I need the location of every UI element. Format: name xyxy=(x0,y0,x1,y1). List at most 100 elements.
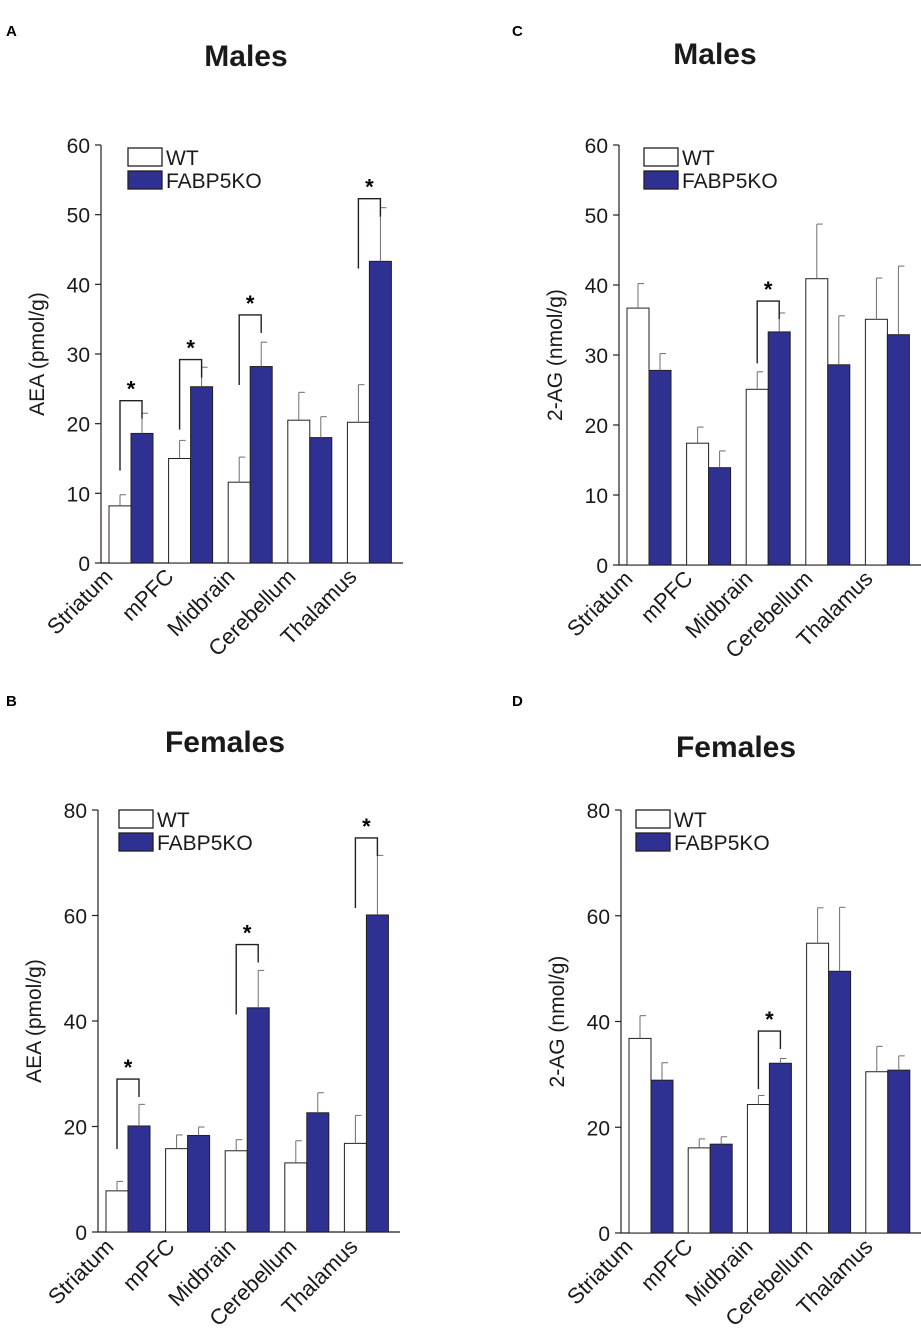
legend-label: FABP5KO xyxy=(157,832,253,855)
bar-wt xyxy=(168,458,192,564)
legend-swatch-wt xyxy=(118,809,154,829)
y-tick-label: 40 xyxy=(585,275,608,298)
bar-wt xyxy=(227,481,251,564)
legend-label: FABP5KO xyxy=(674,832,770,855)
panel-label: B xyxy=(6,693,17,710)
y-tick-label: 0 xyxy=(78,553,90,576)
chart-title: Males xyxy=(204,40,287,73)
significance-star: * xyxy=(243,921,252,946)
significance-star: * xyxy=(127,377,136,402)
legend-label: WT xyxy=(682,147,715,170)
legend-label: WT xyxy=(674,809,707,832)
bar-fabp5ko xyxy=(187,1134,211,1233)
significance-bracket xyxy=(116,1078,140,1150)
bar-wt xyxy=(626,307,650,566)
bar-fabp5ko xyxy=(306,1112,330,1233)
bar-wt xyxy=(687,1147,711,1234)
y-tick-label: 20 xyxy=(64,1117,87,1140)
significance-bracket xyxy=(357,197,382,269)
y-tick-label: 80 xyxy=(64,800,87,823)
bar-wt xyxy=(284,1162,308,1233)
legend-swatch-wt xyxy=(643,147,679,167)
x-tick-label: Striatum xyxy=(43,1234,119,1310)
bar-fabp5ko xyxy=(827,364,851,566)
bar-wt xyxy=(745,388,769,566)
chart-title: Females xyxy=(676,731,796,764)
legend-label: WT xyxy=(166,147,199,170)
y-tick-label: 60 xyxy=(64,906,87,929)
chart-title: Males xyxy=(673,38,756,71)
bar-fabp5ko xyxy=(828,970,852,1234)
chart-title: Females xyxy=(165,726,285,759)
y-tick-label: 20 xyxy=(585,415,608,438)
bar-fabp5ko xyxy=(648,369,672,566)
bar-wt xyxy=(628,1037,652,1234)
bar-fabp5ko xyxy=(190,386,214,564)
y-tick-label: 30 xyxy=(67,344,90,367)
significance-bracket xyxy=(757,1030,782,1090)
bar-fabp5ko xyxy=(309,437,333,564)
bar-fabp5ko xyxy=(767,331,791,566)
panel-label: A xyxy=(6,23,17,40)
bar-wt xyxy=(864,318,888,566)
significance-star: * xyxy=(186,336,195,361)
bar-wt xyxy=(686,442,710,566)
legend-swatch-wt xyxy=(127,147,163,167)
significance-star: * xyxy=(246,291,255,316)
legend-label: FABP5KO xyxy=(166,170,262,193)
y-axis-label: 2-AG (nmol/g) xyxy=(544,289,567,421)
significance-bracket xyxy=(354,837,379,908)
bar-fabp5ko xyxy=(887,1069,911,1234)
y-tick-label: 40 xyxy=(64,1011,87,1034)
significance-star: * xyxy=(362,814,371,839)
chart-panel-b: B Females AEA (pmol/g) 0 20 40 60 80 * * * Striatum… xyxy=(6,693,400,1331)
bar-fabp5ko xyxy=(768,1062,792,1234)
significance-bracket xyxy=(756,300,780,364)
significance-star: * xyxy=(365,175,374,200)
bar-fabp5ko xyxy=(708,467,732,566)
bar-fabp5ko xyxy=(365,914,389,1233)
y-tick-label: 0 xyxy=(75,1222,87,1245)
legend-swatch-fabp5ko xyxy=(118,832,154,852)
bar-wt xyxy=(343,1142,367,1233)
legend-swatch-fabp5ko xyxy=(643,170,679,190)
bar-wt xyxy=(865,1071,889,1234)
y-tick-label: 20 xyxy=(67,414,90,437)
bar-wt xyxy=(805,278,829,566)
bar-fabp5ko xyxy=(249,366,273,564)
significance-star: * xyxy=(765,1007,774,1032)
y-tick-label: 60 xyxy=(587,906,610,929)
bar-fabp5ko xyxy=(709,1143,733,1234)
bar-fabp5ko xyxy=(246,1007,270,1233)
legend-swatch-fabp5ko xyxy=(127,170,163,190)
legend-label: FABP5KO xyxy=(682,170,778,193)
y-tick-label: 30 xyxy=(585,345,608,368)
legend-swatch-wt xyxy=(635,809,671,829)
bar-wt xyxy=(165,1148,189,1233)
significance-bracket xyxy=(238,314,262,385)
y-tick-label: 40 xyxy=(587,1012,610,1035)
bar-wt xyxy=(346,421,370,564)
bar-wt xyxy=(108,505,132,564)
y-tick-label: 50 xyxy=(585,205,608,228)
y-tick-label: 60 xyxy=(67,135,90,158)
significance-bracket xyxy=(178,358,203,430)
bar-wt xyxy=(806,942,830,1234)
bar-wt xyxy=(105,1190,129,1233)
legend-swatch-fabp5ko xyxy=(635,832,671,852)
y-axis-label: AEA (pmol/g) xyxy=(26,292,49,416)
legend-label: WT xyxy=(157,809,190,832)
bar-wt xyxy=(287,419,311,564)
significance-bracket xyxy=(235,943,259,1015)
bar-fabp5ko xyxy=(130,432,154,564)
y-tick-label: 50 xyxy=(67,205,90,228)
significance-bracket xyxy=(119,399,143,471)
y-tick-label: 80 xyxy=(587,800,610,823)
y-tick-label: 0 xyxy=(598,1223,610,1246)
